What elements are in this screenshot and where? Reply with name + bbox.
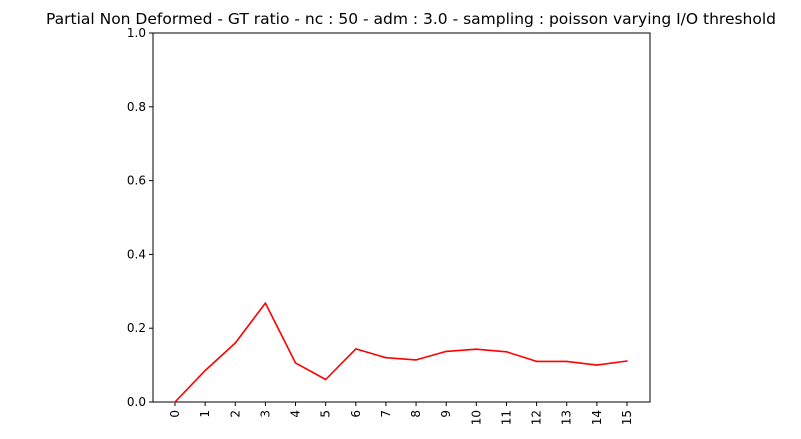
data-point [505,351,508,353]
x-tick-label: 13 [560,410,574,425]
data-point [385,356,387,359]
y-tick-label: 0.2 [127,321,146,335]
data-point [324,378,327,381]
data-point [355,348,357,350]
x-tick-label: 6 [349,410,363,418]
y-tick-label: 0.4 [127,247,146,261]
data-point [596,364,598,366]
data-point [234,342,237,344]
x-tick-label: 3 [258,410,272,418]
data-point [264,302,267,304]
data-point [415,359,417,361]
plot-area-frame [152,32,651,403]
data-point [475,348,478,351]
series-layer [174,302,628,403]
data-point [174,401,176,403]
x-tick-label: 5 [319,410,333,418]
data-point [565,360,568,363]
chart-title: Partial Non Deformed - GT ratio - nc : 5… [46,10,776,28]
data-point [535,360,538,363]
x-tick-label: 15 [620,410,634,425]
x-tick-label: 0 [168,410,182,418]
x-tick-label: 1 [198,410,212,418]
y-axis: 0.0 0.2 0.4 0.6 0.8 1.0 [127,26,153,409]
x-tick-label: 9 [439,410,453,418]
series-line-0 [174,302,628,403]
data-point [204,369,206,372]
y-tick-label: 1.0 [127,26,146,40]
x-tick-label: 8 [409,410,423,418]
x-tick-label: 2 [228,410,242,418]
x-tick-label: 14 [590,410,604,425]
y-tick-label: 0.0 [127,395,146,409]
data-point [294,362,297,364]
data-point [445,350,448,353]
data-point [626,360,628,362]
x-tick-label: 12 [530,410,544,425]
x-axis: 0 1 2 3 4 5 6 7 8 9 10 11 12 13 14 15 [168,402,634,425]
y-tick-label: 0.8 [127,100,146,114]
x-tick-label: 7 [379,410,393,418]
x-tick-label: 10 [469,410,483,425]
x-tick-label: 11 [499,410,513,425]
x-tick-label: 4 [289,410,303,418]
y-tick-label: 0.6 [127,174,146,188]
